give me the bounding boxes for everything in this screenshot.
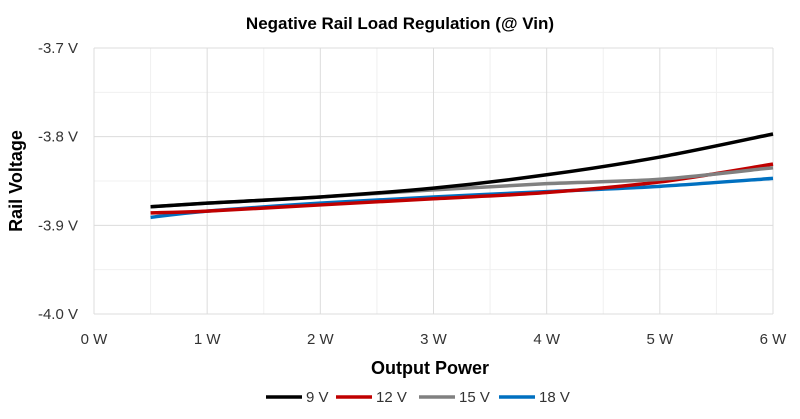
y-tick-label: -3.9 V — [38, 217, 78, 234]
x-tick-label: 2 W — [307, 331, 335, 348]
x-tick-label: 3 W — [420, 331, 448, 348]
y-tick-label: -3.7 V — [38, 40, 78, 57]
legend-label: 12 V — [376, 389, 407, 406]
legend-label: 15 V — [459, 389, 490, 406]
x-tick-label: 4 W — [533, 331, 561, 348]
series-lines — [150, 132, 774, 220]
x-axis-title: Output Power — [371, 358, 489, 378]
x-tick-label: 0 W — [81, 331, 109, 348]
x-tick-label: 5 W — [646, 331, 674, 348]
legend: 9 V 12 V 15 V 18 V — [266, 389, 570, 406]
y-tick-label: -3.8 V — [38, 129, 78, 146]
x-tick-label: 1 W — [194, 331, 222, 348]
y-axis-title: Rail Voltage — [6, 130, 26, 232]
y-axis-ticks: -3.7 V -3.8 V -3.9 V -4.0 V — [38, 40, 78, 323]
x-tick-label: 6 W — [760, 331, 788, 348]
chart-title: Negative Rail Load Regulation (@ Vin) — [246, 14, 554, 33]
series-line-12v — [150, 162, 774, 215]
gridlines — [93, 47, 774, 315]
y-tick-label: -4.0 V — [38, 306, 78, 323]
series-line-9v — [150, 132, 774, 209]
legend-label: 9 V — [306, 389, 329, 406]
x-axis-ticks: 0 W 1 W 2 W 3 W 4 W 5 W 6 W — [81, 331, 788, 348]
legend-label: 18 V — [539, 389, 570, 406]
